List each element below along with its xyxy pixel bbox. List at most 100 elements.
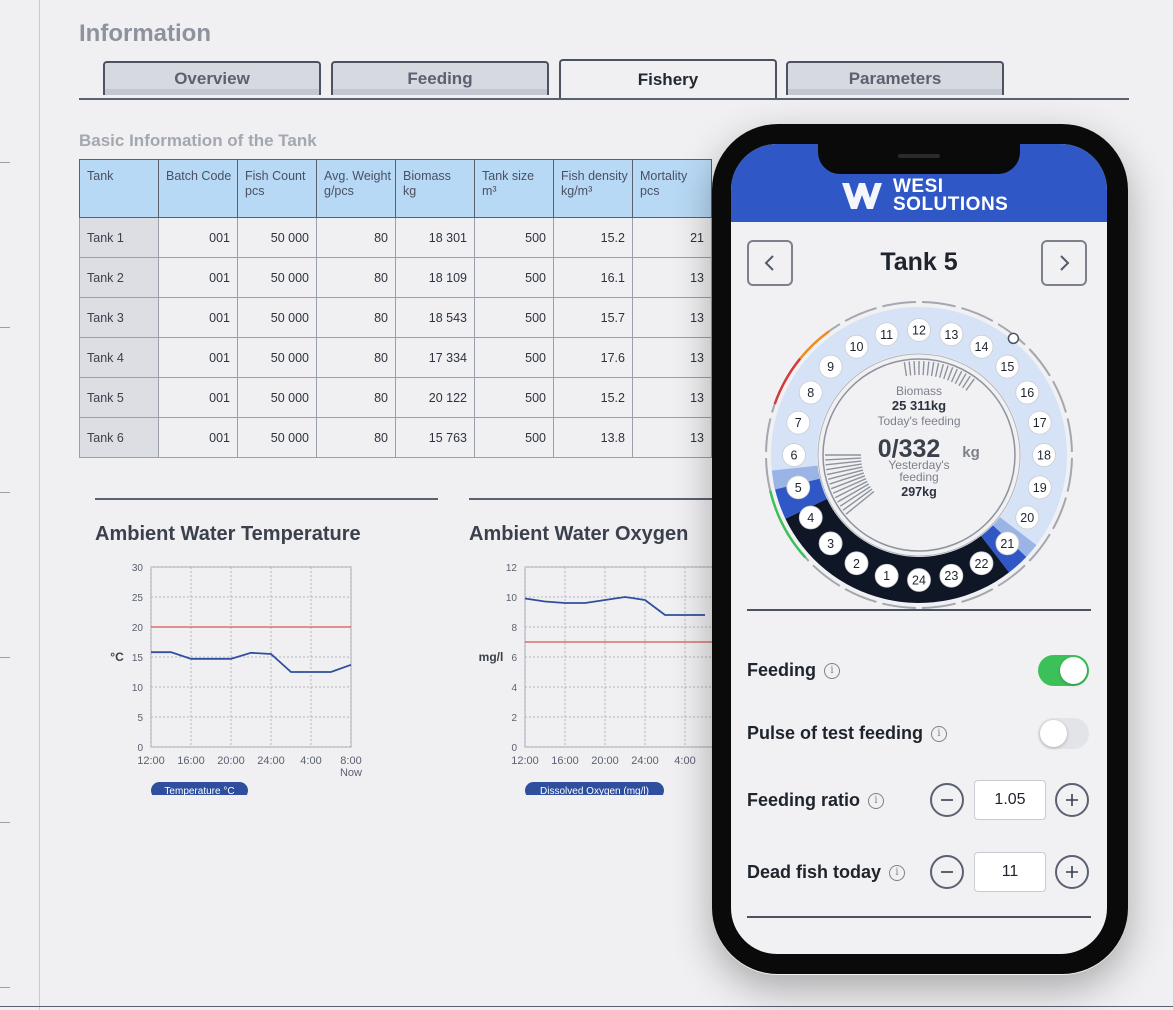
pulse-toggle[interactable]	[1038, 718, 1089, 749]
outer-ring-segment	[765, 418, 772, 452]
tab-overview[interactable]: Overview	[103, 61, 321, 95]
hour-marker[interactable]: 6	[782, 443, 806, 467]
hour-marker[interactable]: 8	[798, 380, 823, 405]
header-label: Batch Code	[166, 169, 232, 183]
table-cell: 50 000	[237, 297, 317, 338]
table-header: Batch Code	[158, 159, 238, 218]
legend-pill[interactable]: Dissolved Oxygen (mg/l)	[525, 782, 664, 795]
table-cell: 80	[316, 377, 396, 418]
next-tank-button[interactable]	[1041, 240, 1087, 286]
feeding-tick	[845, 490, 875, 515]
table-row[interactable]: Tank 1 001 50 000 80 18 301 500 15.2 21	[79, 217, 712, 258]
outer-ring-segment	[1066, 458, 1073, 492]
table-cell: 001	[158, 337, 238, 378]
y-tick-label: 8	[511, 623, 517, 634]
hour-marker[interactable]: 11	[874, 322, 899, 347]
hour-marker[interactable]: 18	[1032, 443, 1056, 467]
feeding-toggle[interactable]	[1038, 655, 1089, 686]
rail-tick	[0, 657, 10, 658]
hour-marker[interactable]: 12	[907, 318, 931, 342]
dead-fish-decrease-button[interactable]	[930, 855, 964, 889]
hour-label: 13	[944, 328, 958, 342]
feeding-tick	[934, 362, 940, 377]
info-icon[interactable]: i	[824, 662, 841, 679]
y-tick-label: 5	[137, 713, 143, 724]
hour-marker[interactable]: 1	[874, 563, 899, 588]
brand-logo: WESI SOLUTIONS	[841, 177, 1008, 214]
legend-pill[interactable]: Temperature °C	[151, 782, 248, 795]
dead-fish-increase-button[interactable]	[1055, 855, 1089, 889]
today-feeding-unit: kg	[962, 444, 980, 461]
hour-marker[interactable]: 2	[844, 551, 869, 576]
hour-label: 2	[853, 557, 860, 571]
hour-marker[interactable]: 7	[786, 410, 811, 435]
hour-label: 18	[1037, 449, 1051, 463]
table-cell: 001	[158, 417, 238, 458]
hour-marker[interactable]: 14	[969, 334, 994, 359]
hour-marker[interactable]: 23	[939, 563, 964, 588]
table-row[interactable]: Tank 4 001 50 000 80 17 334 500 17.6 13	[79, 337, 712, 378]
table-cell: 50 000	[237, 337, 317, 378]
x-tick-label: 20:00	[591, 755, 619, 767]
hour-marker[interactable]: 21	[995, 531, 1020, 556]
legend-label: Temperature °C	[164, 786, 234, 795]
x-tick-label: 4:00	[674, 755, 695, 767]
x-tick-label: 16:00	[551, 755, 579, 767]
hour-marker[interactable]: 16	[1015, 380, 1040, 405]
tank-name-cell: Tank 4	[79, 337, 159, 378]
biomass-label: Biomass	[896, 384, 942, 398]
info-icon[interactable]: i	[931, 725, 948, 742]
hour-marker[interactable]: 3	[818, 531, 843, 556]
outer-ring-segment	[1052, 380, 1067, 413]
ratio-input[interactable]: 1.05	[974, 780, 1046, 820]
table-cell: 500	[474, 337, 554, 378]
hour-marker[interactable]: 22	[969, 551, 994, 576]
table-row[interactable]: Tank 2 001 50 000 80 18 109 500 16.1 13	[79, 257, 712, 298]
outer-ring-segment	[1066, 418, 1073, 452]
y-tick-label: 10	[132, 683, 144, 694]
yesterday-value: 297kg	[901, 485, 936, 499]
hour-marker[interactable]: 17	[1027, 410, 1052, 435]
hour-marker[interactable]: 13	[939, 322, 964, 347]
hour-label: 5	[795, 481, 802, 495]
hour-marker[interactable]: 15	[995, 354, 1020, 379]
info-icon[interactable]: i	[868, 792, 885, 809]
ratio-decrease-button[interactable]	[930, 783, 964, 817]
hour-marker[interactable]: 20	[1015, 505, 1040, 530]
header-label: Mortality	[640, 169, 688, 183]
chevron-left-icon	[764, 255, 774, 271]
dead-fish-input[interactable]: 11	[974, 852, 1046, 892]
header-unit: kg/m³	[561, 184, 593, 198]
table-cell: 500	[474, 417, 554, 458]
feeding-tick	[939, 364, 945, 378]
tab-fishery[interactable]: Fishery	[559, 59, 777, 98]
ratio-increase-button[interactable]	[1055, 783, 1089, 817]
hour-marker[interactable]: 5	[786, 475, 811, 500]
x-tick-label: 8:00	[340, 755, 361, 767]
hour-marker[interactable]: 24	[907, 568, 931, 592]
toggle-knob	[1040, 720, 1067, 747]
hour-marker[interactable]: 4	[798, 505, 823, 530]
minus-icon	[941, 799, 953, 801]
header-label: Avg. Weight	[324, 169, 391, 183]
table-cell: 15.2	[553, 377, 633, 418]
table-cell: 80	[316, 257, 396, 298]
info-icon[interactable]: i	[889, 864, 906, 881]
prev-tank-button[interactable]	[747, 240, 793, 286]
table-header: Tank size m³	[474, 159, 554, 218]
hour-marker[interactable]: 10	[844, 334, 869, 359]
feeding-tick	[954, 370, 963, 385]
tank-name-cell: Tank 2	[79, 257, 159, 298]
tank-table: Tank Batch Code Fish Count pcs Avg. Weight g/…	[79, 159, 712, 458]
table-row[interactable]: Tank 3 001 50 000 80 18 543 500 15.7 13	[79, 297, 712, 338]
table-row[interactable]: Tank 5 001 50 000 80 20 122 500 15.2 13	[79, 377, 712, 418]
tab-parameters[interactable]: Parameters	[786, 61, 1004, 95]
table-cell: 500	[474, 257, 554, 298]
plus-icon	[1066, 794, 1078, 806]
feeding-tick	[834, 480, 868, 499]
hour-marker[interactable]: 19	[1027, 475, 1052, 500]
hour-marker[interactable]: 9	[818, 354, 843, 379]
tab-feeding[interactable]: Feeding	[331, 61, 549, 95]
table-row[interactable]: Tank 6 001 50 000 80 15 763 500 13.8 13	[79, 417, 712, 458]
